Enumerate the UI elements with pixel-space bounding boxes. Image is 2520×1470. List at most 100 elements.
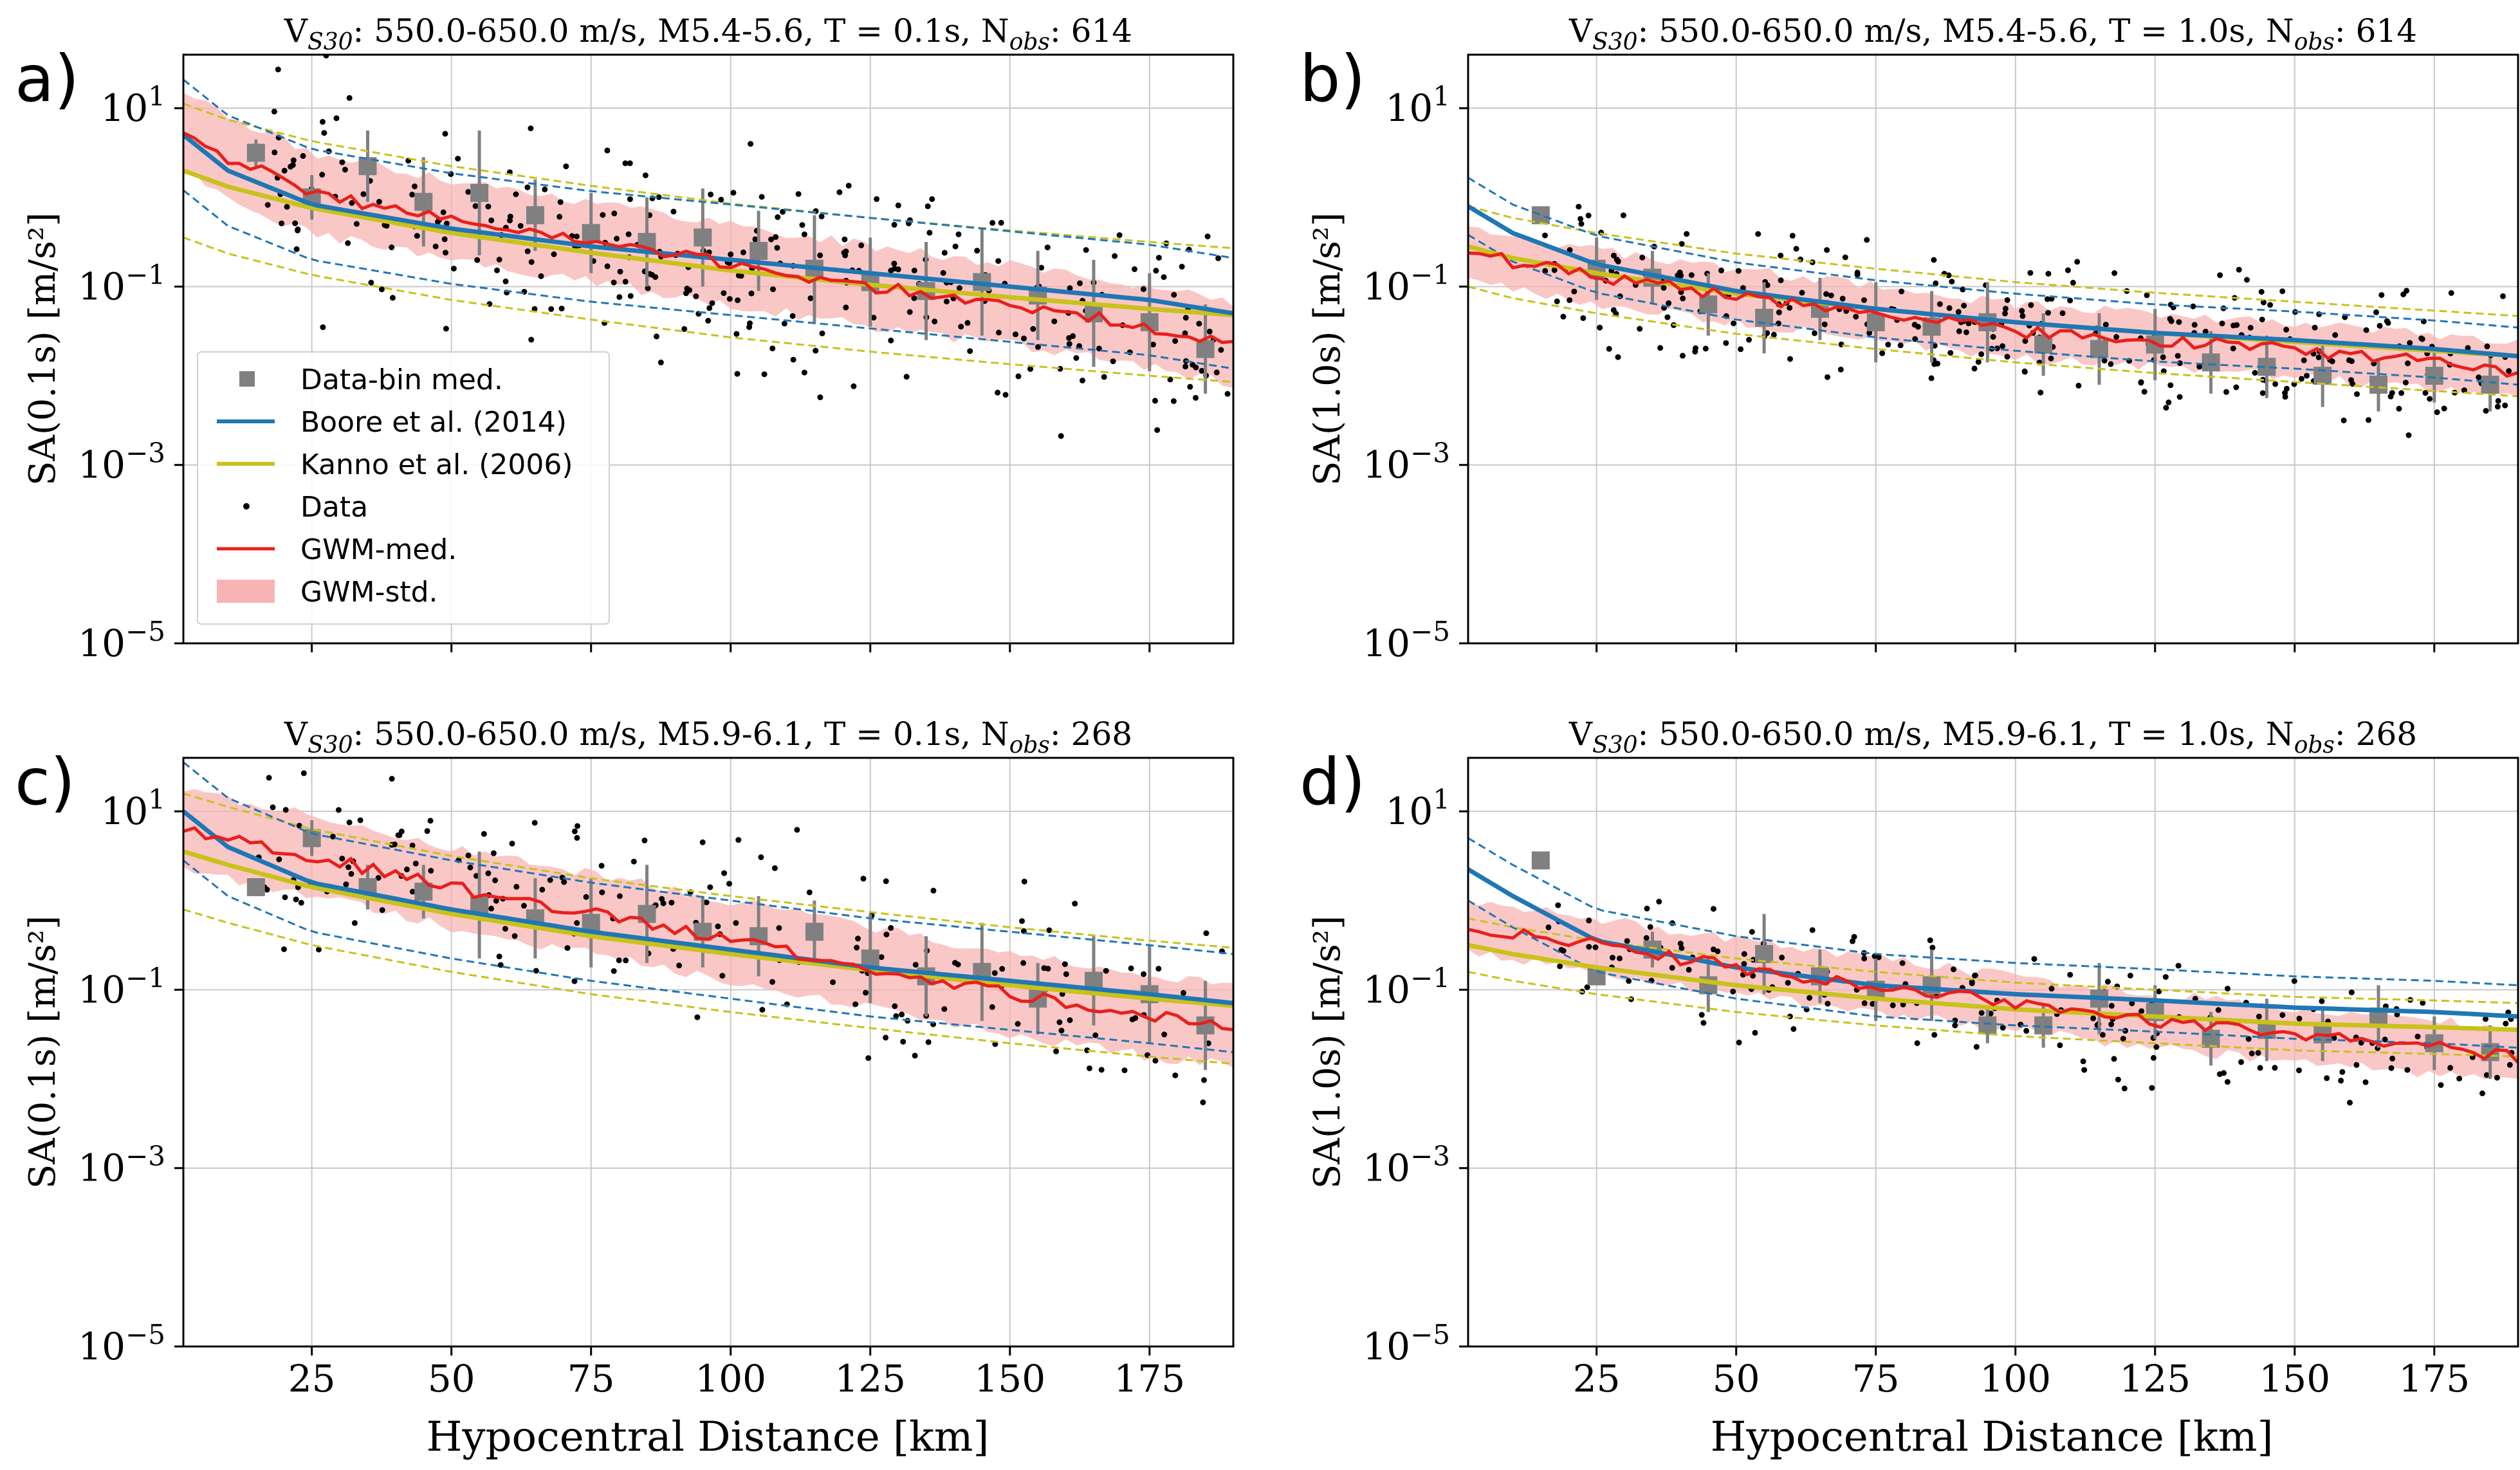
data-point [956,285,962,291]
data-point [296,822,302,829]
y-tick-exponent: −3 [1410,437,1450,469]
data-point [625,231,632,237]
y-tick-base: 10 [78,968,125,1011]
data-point [1551,267,1558,273]
data-point [903,374,910,380]
data-point [1021,878,1027,885]
data-point [409,888,416,895]
data-point [2044,296,2050,302]
y-tick-exponent: 1 [148,80,165,112]
data-point [1899,960,1906,966]
bin-median [582,224,600,243]
data-point [1116,232,1123,238]
data-point [2257,1065,2263,1071]
data-point [930,887,937,894]
bin-median [246,143,265,162]
data-point [2004,297,2010,303]
x-tick-label: 100 [1980,1357,2051,1401]
x-axis-label-right: Hypocentral Distance [km] [1711,1413,2274,1461]
data-point [472,203,479,209]
data-point [912,1052,918,1059]
data-point [339,856,345,862]
data-point [1083,247,1089,253]
data-point [2279,288,2286,295]
data-point [817,394,823,401]
data-point [2377,322,2383,329]
title-subscript: S30 [308,732,353,758]
data-point [412,860,419,867]
data-point [600,212,606,218]
data-point [807,295,814,302]
data-point [496,257,502,262]
data-point [1585,212,1592,219]
data-point [641,837,648,843]
data-point [575,823,580,829]
data-point [2506,1061,2513,1068]
data-point [295,226,301,232]
data-point [2176,319,2182,326]
boore-lower [183,189,1233,370]
y-tick-exponent: −5 [125,616,165,647]
data-point [282,807,289,813]
data-point [346,819,353,825]
data-point [1823,291,1830,297]
data-point [564,945,571,951]
data-point [2120,1036,2126,1042]
legend-label: Kanno et al. (2006) [300,448,573,481]
data-point [1128,965,1134,971]
data-point [1692,349,1698,355]
data-point [906,309,913,315]
data-point [1987,1010,1994,1016]
data-point [2353,1061,2360,1068]
data-point [465,852,472,859]
data-point [409,192,416,198]
bin-median [1866,313,1885,331]
legend-label: Boore et al. (2014) [300,406,567,439]
data-point [1067,285,1073,291]
bin-median [526,206,544,225]
data-point [1914,1040,1920,1046]
data-point [2113,334,2120,340]
legend-label: GWM-std. [300,576,438,609]
data-point [771,865,778,871]
data-point [770,286,776,293]
data-point [1051,318,1058,325]
data-point [1155,255,1162,261]
y-tick-exponent: −1 [1410,962,1450,993]
bin-median [2202,1029,2220,1048]
data-point [281,946,287,952]
data-point [266,775,272,781]
data-point [728,251,734,257]
data-point [2163,405,2169,411]
data-point [718,196,724,203]
data-point [870,315,877,321]
data-point [1153,268,1159,274]
data-point [2244,277,2250,283]
data-point [747,320,753,326]
data-point [2217,272,2223,279]
data-point [654,333,659,340]
data-point [2427,396,2433,402]
gwm-std-band [1468,226,2518,396]
x-tick-label: 125 [2119,1357,2191,1401]
panel-letter: d) [1300,744,1366,820]
data-point [435,219,441,225]
y-tick-label: 10−5 [1363,1319,1450,1368]
data-point [2104,978,2111,985]
data-point [342,167,348,173]
data-point [300,152,306,159]
data-point [1058,1027,1065,1034]
panel-title: VS30: 550.0-650.0 m/s, M5.9-6.1, T = 1.0… [1568,715,2417,758]
data-point [769,978,775,985]
data-point [733,331,740,337]
data-point [321,130,327,136]
data-point [735,297,741,304]
data-point [507,217,513,224]
panel-letter: a) [15,41,79,116]
data-point [1170,398,1177,404]
data-point [748,290,755,297]
data-point [2267,302,2274,308]
data-point [2256,1013,2262,1020]
y-tick-base: 10 [1385,789,1433,833]
data-point [752,236,759,243]
